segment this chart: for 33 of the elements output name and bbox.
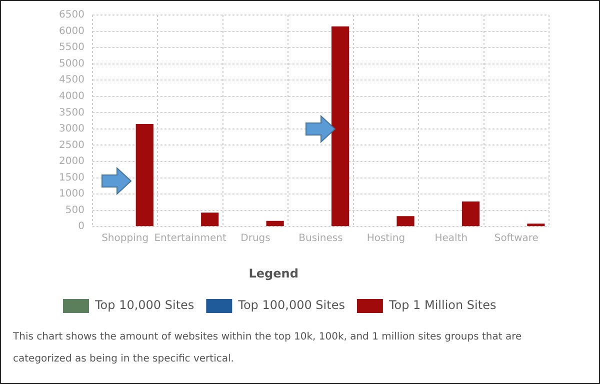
y-tick-label: 1000 — [58, 188, 84, 200]
y-tick-label: 0 — [78, 221, 84, 232]
bar — [462, 202, 480, 226]
legend-label: Top 100,000 Sites — [237, 298, 345, 312]
y-tick-label: 5500 — [58, 42, 84, 54]
bar — [201, 212, 219, 226]
bar — [527, 224, 545, 226]
x-tick-label: Business — [298, 233, 343, 244]
y-tick-label: 2000 — [58, 156, 84, 168]
x-tick-label: Drugs — [240, 233, 270, 244]
y-tick-label: 6500 — [58, 10, 84, 21]
y-tick-label: 2500 — [58, 140, 84, 151]
x-tick-label: Shopping — [102, 233, 149, 244]
legend-label: Top 1 Million Sites — [388, 298, 496, 312]
legend-title: Legend — [248, 266, 298, 281]
x-tick-label: Entertainment — [154, 233, 226, 244]
y-tick-label: 1500 — [58, 172, 84, 184]
y-tick-label: 5000 — [58, 58, 84, 70]
x-tick-label: Health — [434, 233, 468, 244]
bar — [396, 216, 414, 226]
y-tick-label: 4000 — [58, 90, 84, 102]
bar — [136, 124, 154, 226]
y-tick-label: 500 — [65, 204, 84, 216]
y-tick-label: 6000 — [58, 26, 84, 37]
legend-label: Top 10,000 Sites — [94, 298, 194, 312]
bar — [266, 220, 284, 226]
bar — [331, 26, 350, 226]
y-tick-label: 4500 — [58, 74, 84, 86]
text: This chart shows the amount of websites within the top 10k, 100k, and 1 million sites groups that are categorized as being in the specific vertical. — [12, 332, 522, 365]
x-tick-label: Hosting — [366, 233, 406, 244]
y-tick-label: 3000 — [58, 124, 84, 135]
x-tick-label: Software — [494, 233, 538, 244]
y-tick-label: 3500 — [58, 107, 84, 118]
